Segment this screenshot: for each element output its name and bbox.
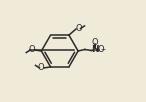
Text: O: O — [98, 45, 104, 54]
Text: O: O — [92, 38, 99, 47]
Text: N: N — [91, 45, 99, 54]
Text: O: O — [29, 45, 35, 54]
Text: +: + — [94, 46, 99, 51]
Text: O: O — [38, 63, 44, 72]
Text: O: O — [76, 24, 82, 33]
Text: −: − — [100, 46, 105, 51]
